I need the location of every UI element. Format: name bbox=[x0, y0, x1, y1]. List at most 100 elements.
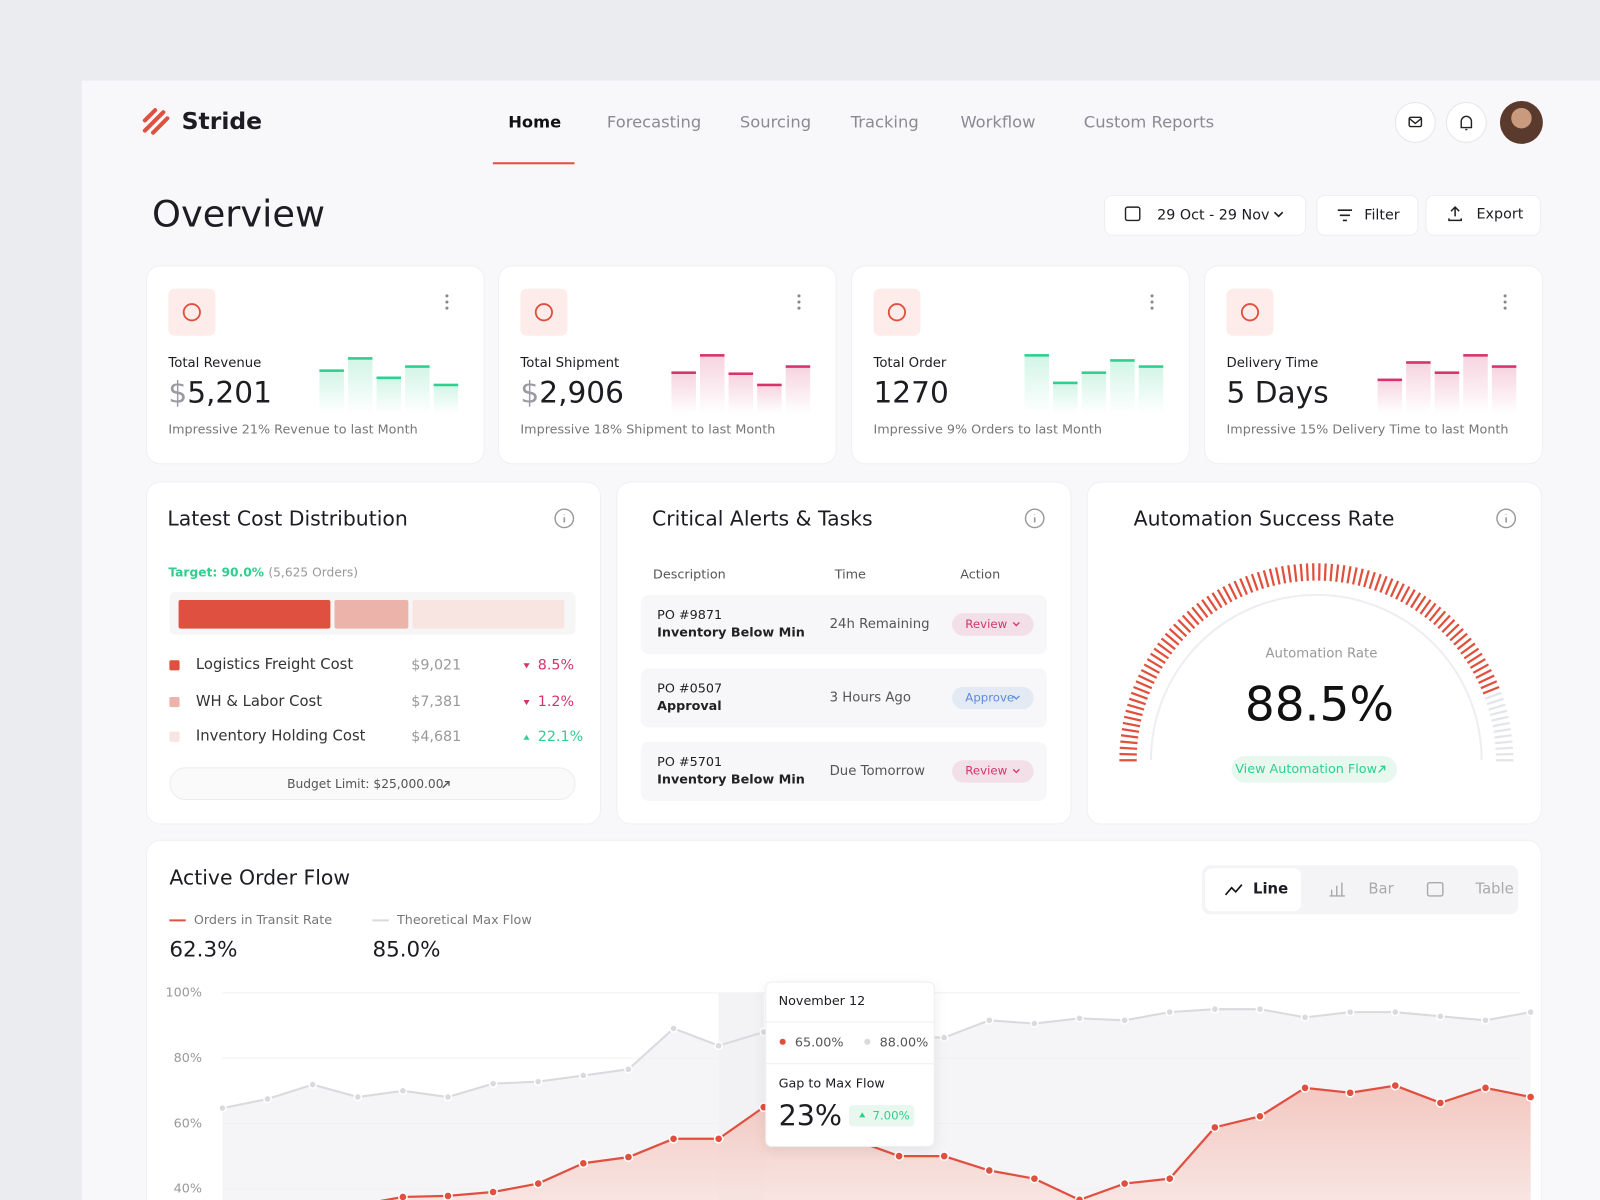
kebab-dot bbox=[1150, 300, 1154, 304]
po-number: PO #5701 bbox=[657, 753, 723, 770]
gauge-tick-filled bbox=[1250, 573, 1259, 591]
gauge-tick-filled bbox=[1130, 691, 1148, 700]
gauge-tick-filled bbox=[1340, 565, 1346, 583]
calendar-icon bbox=[1124, 206, 1141, 222]
spark-bar-cap bbox=[1138, 365, 1164, 368]
filter-button[interactable] bbox=[1316, 194, 1419, 236]
gauge-tick-filled bbox=[1119, 746, 1138, 750]
spark-bar bbox=[1081, 371, 1107, 414]
nav-item[interactable]: Home bbox=[508, 112, 562, 132]
action-label[interactable]: Review bbox=[965, 616, 1008, 631]
cost-segment bbox=[178, 599, 331, 629]
kebab-dot bbox=[797, 294, 801, 298]
export-icon bbox=[1448, 206, 1462, 222]
gauge-tick-filled bbox=[1281, 566, 1287, 584]
gauge-tick-filled bbox=[1123, 715, 1142, 722]
kpi-currency: $ bbox=[520, 374, 540, 410]
kebab-dot bbox=[797, 306, 801, 310]
gauge-tick-filled bbox=[1153, 647, 1170, 660]
spark-bar bbox=[1053, 381, 1078, 414]
notifications-button[interactable] bbox=[1445, 102, 1487, 143]
tooltip-change: 7.00% bbox=[872, 1108, 910, 1123]
action-pill[interactable] bbox=[952, 613, 1034, 636]
series-point bbox=[1119, 1178, 1130, 1189]
gauge-tick bbox=[1495, 746, 1513, 750]
series-point bbox=[1210, 1122, 1220, 1133]
export-button[interactable] bbox=[1425, 194, 1541, 236]
series-point bbox=[1029, 1173, 1040, 1184]
action-pill[interactable] bbox=[952, 760, 1034, 783]
kpi-value: $2,906 bbox=[520, 378, 624, 408]
automation-link[interactable] bbox=[1231, 756, 1397, 783]
series-point bbox=[488, 1079, 498, 1088]
gauge-tick bbox=[1494, 734, 1512, 739]
export-label[interactable]: Export bbox=[1476, 206, 1524, 223]
date-range-button[interactable] bbox=[1104, 194, 1307, 236]
gauge-tick-filled bbox=[1466, 652, 1483, 665]
series-point bbox=[894, 1151, 904, 1161]
series-point bbox=[1255, 1004, 1265, 1014]
bar-icon bbox=[1329, 882, 1345, 897]
date-range[interactable]: 29 Oct - 29 Nov bbox=[1157, 207, 1270, 224]
nav-item[interactable]: Forecasting bbox=[606, 112, 702, 132]
spark-bar bbox=[1110, 359, 1135, 414]
action-pill[interactable] bbox=[952, 686, 1034, 710]
kpi-icon-glyph bbox=[887, 303, 907, 322]
mail-button[interactable] bbox=[1394, 102, 1436, 143]
nav-item[interactable]: Tracking bbox=[850, 112, 919, 132]
gauge-tick-filled bbox=[1346, 566, 1352, 584]
avatar[interactable] bbox=[1499, 101, 1543, 144]
spark-bar bbox=[671, 371, 696, 414]
gauge-tick-filled bbox=[1433, 610, 1447, 626]
kpi-label: Delivery Time bbox=[1226, 355, 1319, 371]
active-tab[interactable] bbox=[1205, 868, 1302, 912]
view-tab[interactable]: Table bbox=[1475, 881, 1514, 898]
gauge-tick-filled bbox=[1424, 602, 1437, 618]
spark-bar bbox=[1491, 365, 1517, 414]
series-point bbox=[1164, 1173, 1175, 1184]
action-label[interactable]: Approve bbox=[965, 690, 1015, 705]
tooltip-dot bbox=[779, 1038, 786, 1045]
view-tab[interactable]: Bar bbox=[1368, 881, 1394, 898]
table-icon bbox=[1426, 881, 1444, 897]
gauge-tick-filled bbox=[1227, 583, 1238, 600]
action-label[interactable]: Review bbox=[965, 763, 1008, 778]
gauge-tick-filled bbox=[1121, 727, 1140, 733]
gauge-tick-filled bbox=[1268, 568, 1276, 586]
gauge-tick-filled bbox=[1363, 570, 1370, 588]
gauge-tick-filled bbox=[1160, 637, 1176, 651]
tooltip-dot bbox=[864, 1038, 871, 1045]
series-point bbox=[443, 1092, 453, 1102]
series-area bbox=[385, 1085, 1531, 1200]
spark-bar bbox=[433, 383, 459, 414]
spark-bar bbox=[1463, 354, 1488, 414]
spark-bar bbox=[319, 369, 344, 414]
series-point bbox=[669, 1024, 678, 1033]
gauge-tick-filled bbox=[1216, 589, 1228, 606]
kpi-icon bbox=[873, 288, 921, 336]
view-tab[interactable]: Line bbox=[1253, 881, 1289, 898]
kpi-note: Impressive 9% Orders to last Month bbox=[873, 421, 1102, 437]
nav-item[interactable]: Custom Reports bbox=[1083, 112, 1215, 132]
logo bbox=[142, 108, 170, 135]
series-point bbox=[984, 1015, 994, 1025]
spark-bar bbox=[785, 365, 811, 414]
alert-description: Inventory Below Min bbox=[657, 624, 805, 640]
nav-item[interactable]: Workflow bbox=[960, 112, 1036, 132]
info-icon bbox=[1024, 508, 1045, 529]
gauge-tick-filled bbox=[1305, 563, 1309, 581]
target-note: (5,625 Orders) bbox=[268, 565, 359, 580]
budget-pill bbox=[169, 767, 576, 800]
nav-item[interactable]: Sourcing bbox=[739, 112, 812, 132]
automation-link-label[interactable]: View Automation Flow bbox=[1235, 760, 1378, 777]
spark-bar bbox=[757, 383, 782, 414]
filter-label[interactable]: Filter bbox=[1364, 207, 1400, 224]
y-tick-label: 60% bbox=[173, 1115, 203, 1131]
series-point bbox=[939, 1033, 949, 1042]
kpi-number: 5,201 bbox=[187, 374, 272, 410]
filter-icon bbox=[1337, 209, 1353, 222]
series-point bbox=[398, 1192, 408, 1200]
chevron bbox=[1012, 695, 1020, 700]
kebab-dot bbox=[1150, 306, 1154, 310]
gauge-tick-filled bbox=[1463, 647, 1480, 660]
